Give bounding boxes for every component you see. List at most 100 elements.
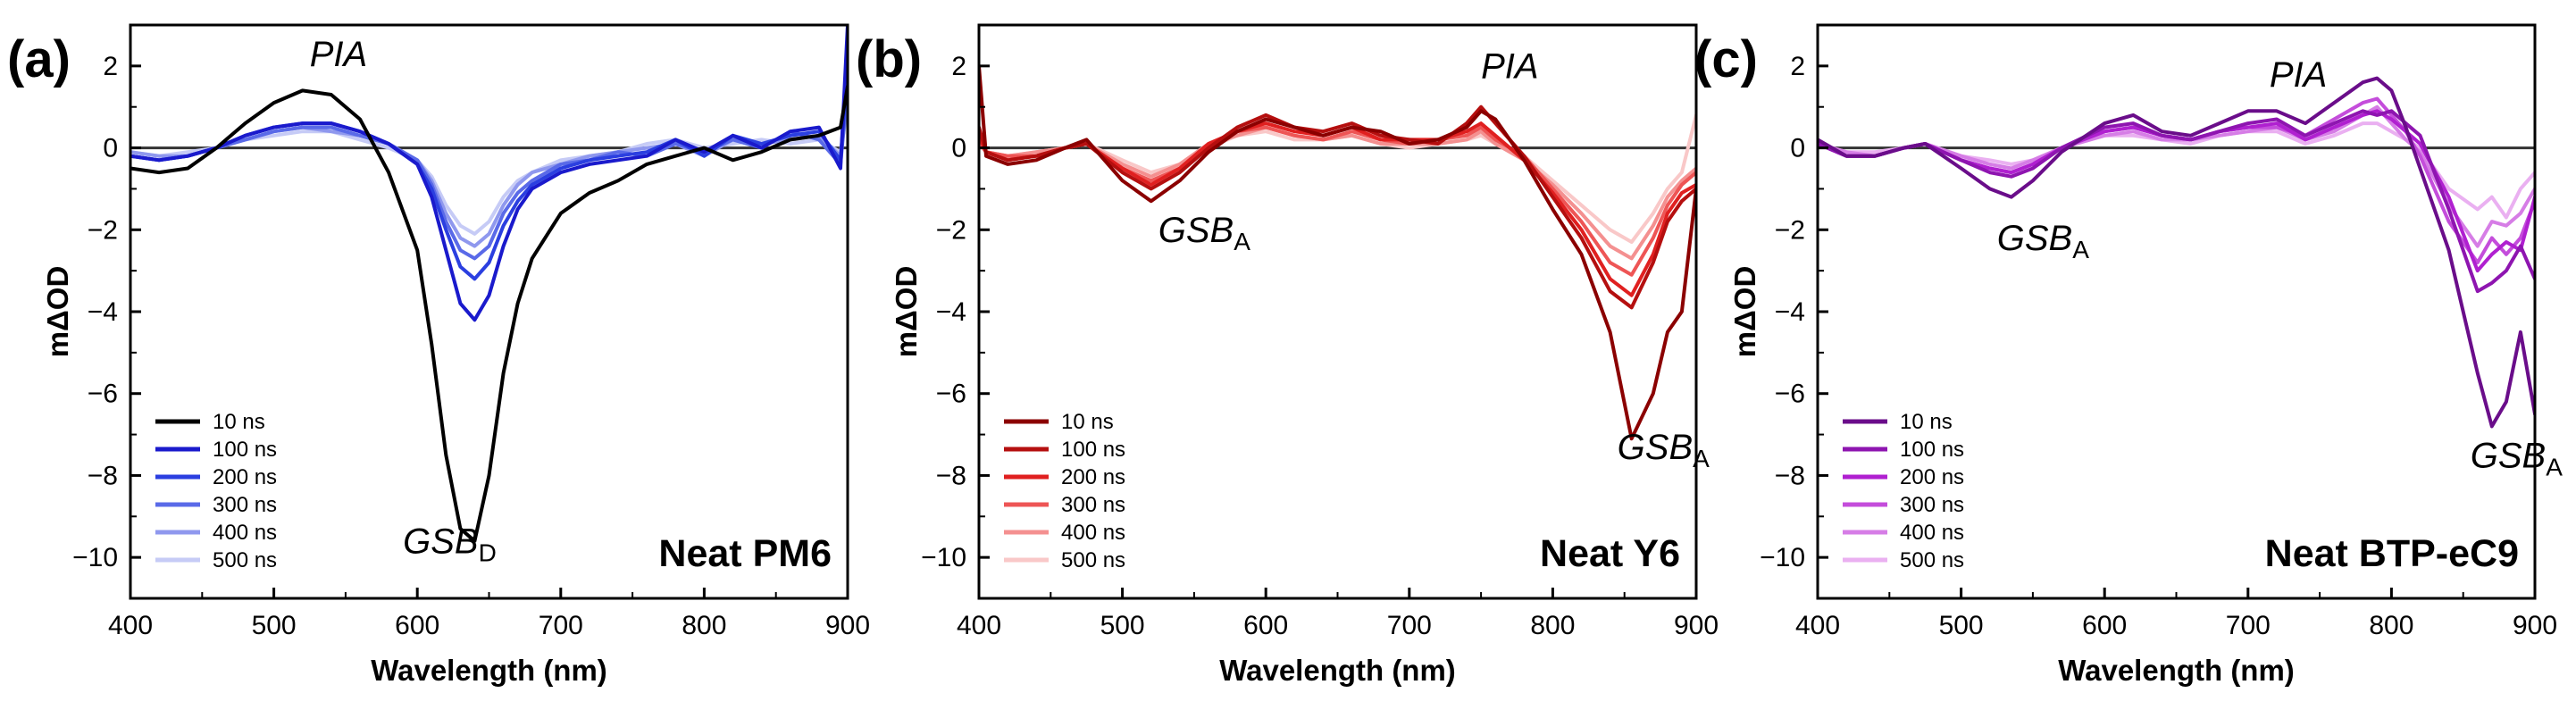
legend-entry: 10 ns <box>1061 410 1114 434</box>
y-axis-title: mΔOD <box>1728 266 1761 358</box>
x-tick-label: 700 <box>2226 611 2271 640</box>
y-tick-label: −8 <box>936 461 966 490</box>
annotation-base: PIA <box>2270 55 2327 95</box>
legend-entry: 100 ns <box>213 438 277 462</box>
annotation-base: GSB <box>403 522 478 562</box>
annotation-label: GSBA <box>1158 211 1250 255</box>
legend-entry: 10 ns <box>213 410 265 434</box>
annotation-label: GSBA <box>1997 219 2089 263</box>
panel-title: Neat BTP-eC9 <box>2265 532 2519 575</box>
series-line-10-ns <box>1818 76 2535 429</box>
annotation-subscript: A <box>2072 236 2089 263</box>
y-tick-label: −4 <box>1775 297 1805 327</box>
panel-letter: (b) <box>856 30 922 88</box>
x-tick-label: 500 <box>1100 611 1145 640</box>
series-line-300-ns <box>130 84 848 261</box>
x-tick-label: 500 <box>252 611 297 640</box>
x-axis-title: Wavelength (nm) <box>2058 654 2295 687</box>
series-line-10-ns <box>979 63 1696 441</box>
y-tick-label: −6 <box>936 380 966 409</box>
legend: 10 ns 100 ns 200 ns 300 ns 400 ns 500 ns <box>155 410 277 572</box>
y-tick-label: 0 <box>103 134 118 163</box>
y-tick-label: −10 <box>72 543 118 572</box>
chart-panel-1: 400 500 600 700 800 900 2 0 −2 −4 −6 −8 −10 Wavelengt… <box>7 23 870 687</box>
legend-entry: 100 ns <box>1061 438 1125 462</box>
x-tick-label: 800 <box>682 611 726 640</box>
legend-entry: 400 ns <box>213 521 277 545</box>
x-axis-title: Wavelength (nm) <box>371 654 607 687</box>
panel-letter: (a) <box>7 30 71 88</box>
y-tick-label: −2 <box>936 215 966 245</box>
y-tick-label: −2 <box>88 215 118 245</box>
legend-entry: 100 ns <box>1900 438 1964 462</box>
y-tick-label: 0 <box>1790 134 1805 163</box>
series-line-400-ns <box>130 96 848 248</box>
chart-panel-2: 400 500 600 700 800 900 2 0 −2 −4 −6 −8 −10 Wavelengt… <box>856 23 1719 687</box>
series-line-10-ns <box>130 84 848 543</box>
annotation-base: GSB <box>1997 219 2072 258</box>
annotation-base: PIA <box>1481 47 1538 87</box>
legend-entry: 400 ns <box>1061 521 1125 545</box>
legend-entry: 500 ns <box>213 548 277 572</box>
y-tick-label: 2 <box>951 52 966 81</box>
y-tick-label: −2 <box>1775 215 1805 245</box>
annotation-label: PIA <box>310 35 367 74</box>
annotation-base: GSB <box>2471 436 2546 475</box>
x-tick-label: 400 <box>108 611 153 640</box>
legend-entry: 400 ns <box>1900 521 1964 545</box>
legend-entry: 10 ns <box>1900 410 1953 434</box>
y-tick-label: −6 <box>1775 380 1805 409</box>
x-axis-title: Wavelength (nm) <box>1219 654 1456 687</box>
series-group <box>1818 76 2535 429</box>
y-tick-label: −10 <box>1760 543 1805 572</box>
y-tick-label: 0 <box>951 134 966 163</box>
annotation-subscript: D <box>479 539 497 567</box>
annotation-label: GSBD <box>403 522 497 567</box>
y-tick-label: 2 <box>103 52 118 81</box>
legend-entry: 300 ns <box>1900 493 1964 517</box>
annotation-subscript: A <box>2546 453 2563 480</box>
x-tick-label: 900 <box>825 611 870 640</box>
panel-title: Neat Y6 <box>1540 532 1680 575</box>
annotation-label: GSBA <box>1618 428 1710 472</box>
legend-entry: 200 ns <box>1900 465 1964 489</box>
y-axis-title: mΔOD <box>41 266 74 358</box>
y-tick-label: −4 <box>88 297 118 327</box>
x-tick-label: 400 <box>1795 611 1840 640</box>
x-tick-label: 700 <box>1387 611 1432 640</box>
legend: 10 ns 100 ns 200 ns 300 ns 400 ns 500 ns <box>1843 410 1964 572</box>
y-tick-label: −10 <box>921 543 966 572</box>
y-tick-label: −4 <box>936 297 966 327</box>
series-line-500-ns <box>130 104 848 236</box>
x-tick-label: 800 <box>2369 611 2413 640</box>
legend-entry: 500 ns <box>1061 548 1125 572</box>
annotation-label: PIA <box>2270 55 2327 95</box>
series-line-100-ns <box>1818 109 2535 294</box>
annotation-label: PIA <box>1481 47 1538 87</box>
legend-entry: 200 ns <box>1061 465 1125 489</box>
y-tick-label: −6 <box>88 380 118 409</box>
panel-title: Neat PM6 <box>658 532 832 575</box>
x-tick-label: 900 <box>1674 611 1719 640</box>
panel-letter: (c) <box>1694 30 1758 88</box>
series-group <box>979 63 1696 441</box>
annotation-label: GSBA <box>2471 436 2563 480</box>
annotation-subscript: A <box>1693 445 1710 472</box>
annotation-base: GSB <box>1158 211 1234 250</box>
x-tick-label: 800 <box>1530 611 1575 640</box>
legend-entry: 500 ns <box>1900 548 1964 572</box>
annotation-subscript: A <box>1234 228 1250 255</box>
x-tick-label: 500 <box>1939 611 1984 640</box>
x-tick-label: 700 <box>539 611 583 640</box>
legend-entry: 300 ns <box>1061 493 1125 517</box>
legend-entry: 200 ns <box>213 465 277 489</box>
y-axis-title: mΔOD <box>890 266 923 358</box>
x-tick-label: 400 <box>957 611 1001 640</box>
x-tick-label: 600 <box>395 611 439 640</box>
series-line-300-ns <box>1818 96 2535 264</box>
legend: 10 ns 100 ns 200 ns 300 ns 400 ns 500 ns <box>1004 410 1125 572</box>
series-group <box>130 25 848 543</box>
y-tick-label: −8 <box>88 461 118 490</box>
annotation-base: GSB <box>1618 428 1693 467</box>
